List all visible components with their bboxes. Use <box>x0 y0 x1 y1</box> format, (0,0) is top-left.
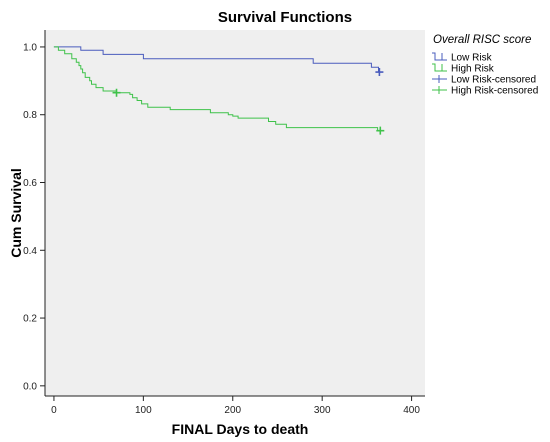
legend-swatch-censor <box>432 75 447 83</box>
legend-entry-label: High Risk-censored <box>451 86 538 97</box>
x-tick-label: 100 <box>135 405 152 416</box>
censor-mark-high-risk-1 <box>376 126 385 135</box>
x-tick-label: 200 <box>224 405 241 416</box>
legend-swatch-line <box>432 52 447 61</box>
y-tick-label: 0.0 <box>23 381 37 392</box>
series-line-low-risk <box>53 46 381 73</box>
plot-background <box>45 30 425 396</box>
censor-mark-low-risk-0 <box>375 68 384 77</box>
y-tick-label: 0.8 <box>23 110 37 121</box>
chart-title: Survival Functions <box>218 9 352 26</box>
y-tick-label: 0.6 <box>23 178 37 189</box>
y-tick-label: 0.2 <box>23 314 37 325</box>
legend-entry-label: High Risk <box>451 64 495 75</box>
censor-mark-high-risk-0 <box>112 88 121 97</box>
x-tick-label: 300 <box>314 405 331 416</box>
y-tick-label: 0.4 <box>23 246 37 257</box>
legend-entry-label: Low Risk <box>451 53 493 64</box>
legend-entry-label: Low Risk-censored <box>451 75 536 86</box>
legend-swatch-line <box>432 63 447 72</box>
y-axis-label: Cum Survival <box>8 168 24 257</box>
y-tick-label: 1.0 <box>23 42 37 53</box>
x-axis-label: FINAL Days to death <box>172 421 309 437</box>
legend-swatch-censor <box>432 86 447 94</box>
x-tick-label: 0 <box>51 405 57 416</box>
series-line-high-risk <box>53 46 381 132</box>
legend-title: Overall RISC score <box>433 34 531 46</box>
plot-layer <box>53 46 385 135</box>
x-tick-label: 400 <box>403 405 420 416</box>
axis-layer: 0.0 0.2 0.4 0.6 0.8 1.0 0 100 200 300 400 <box>23 30 425 416</box>
